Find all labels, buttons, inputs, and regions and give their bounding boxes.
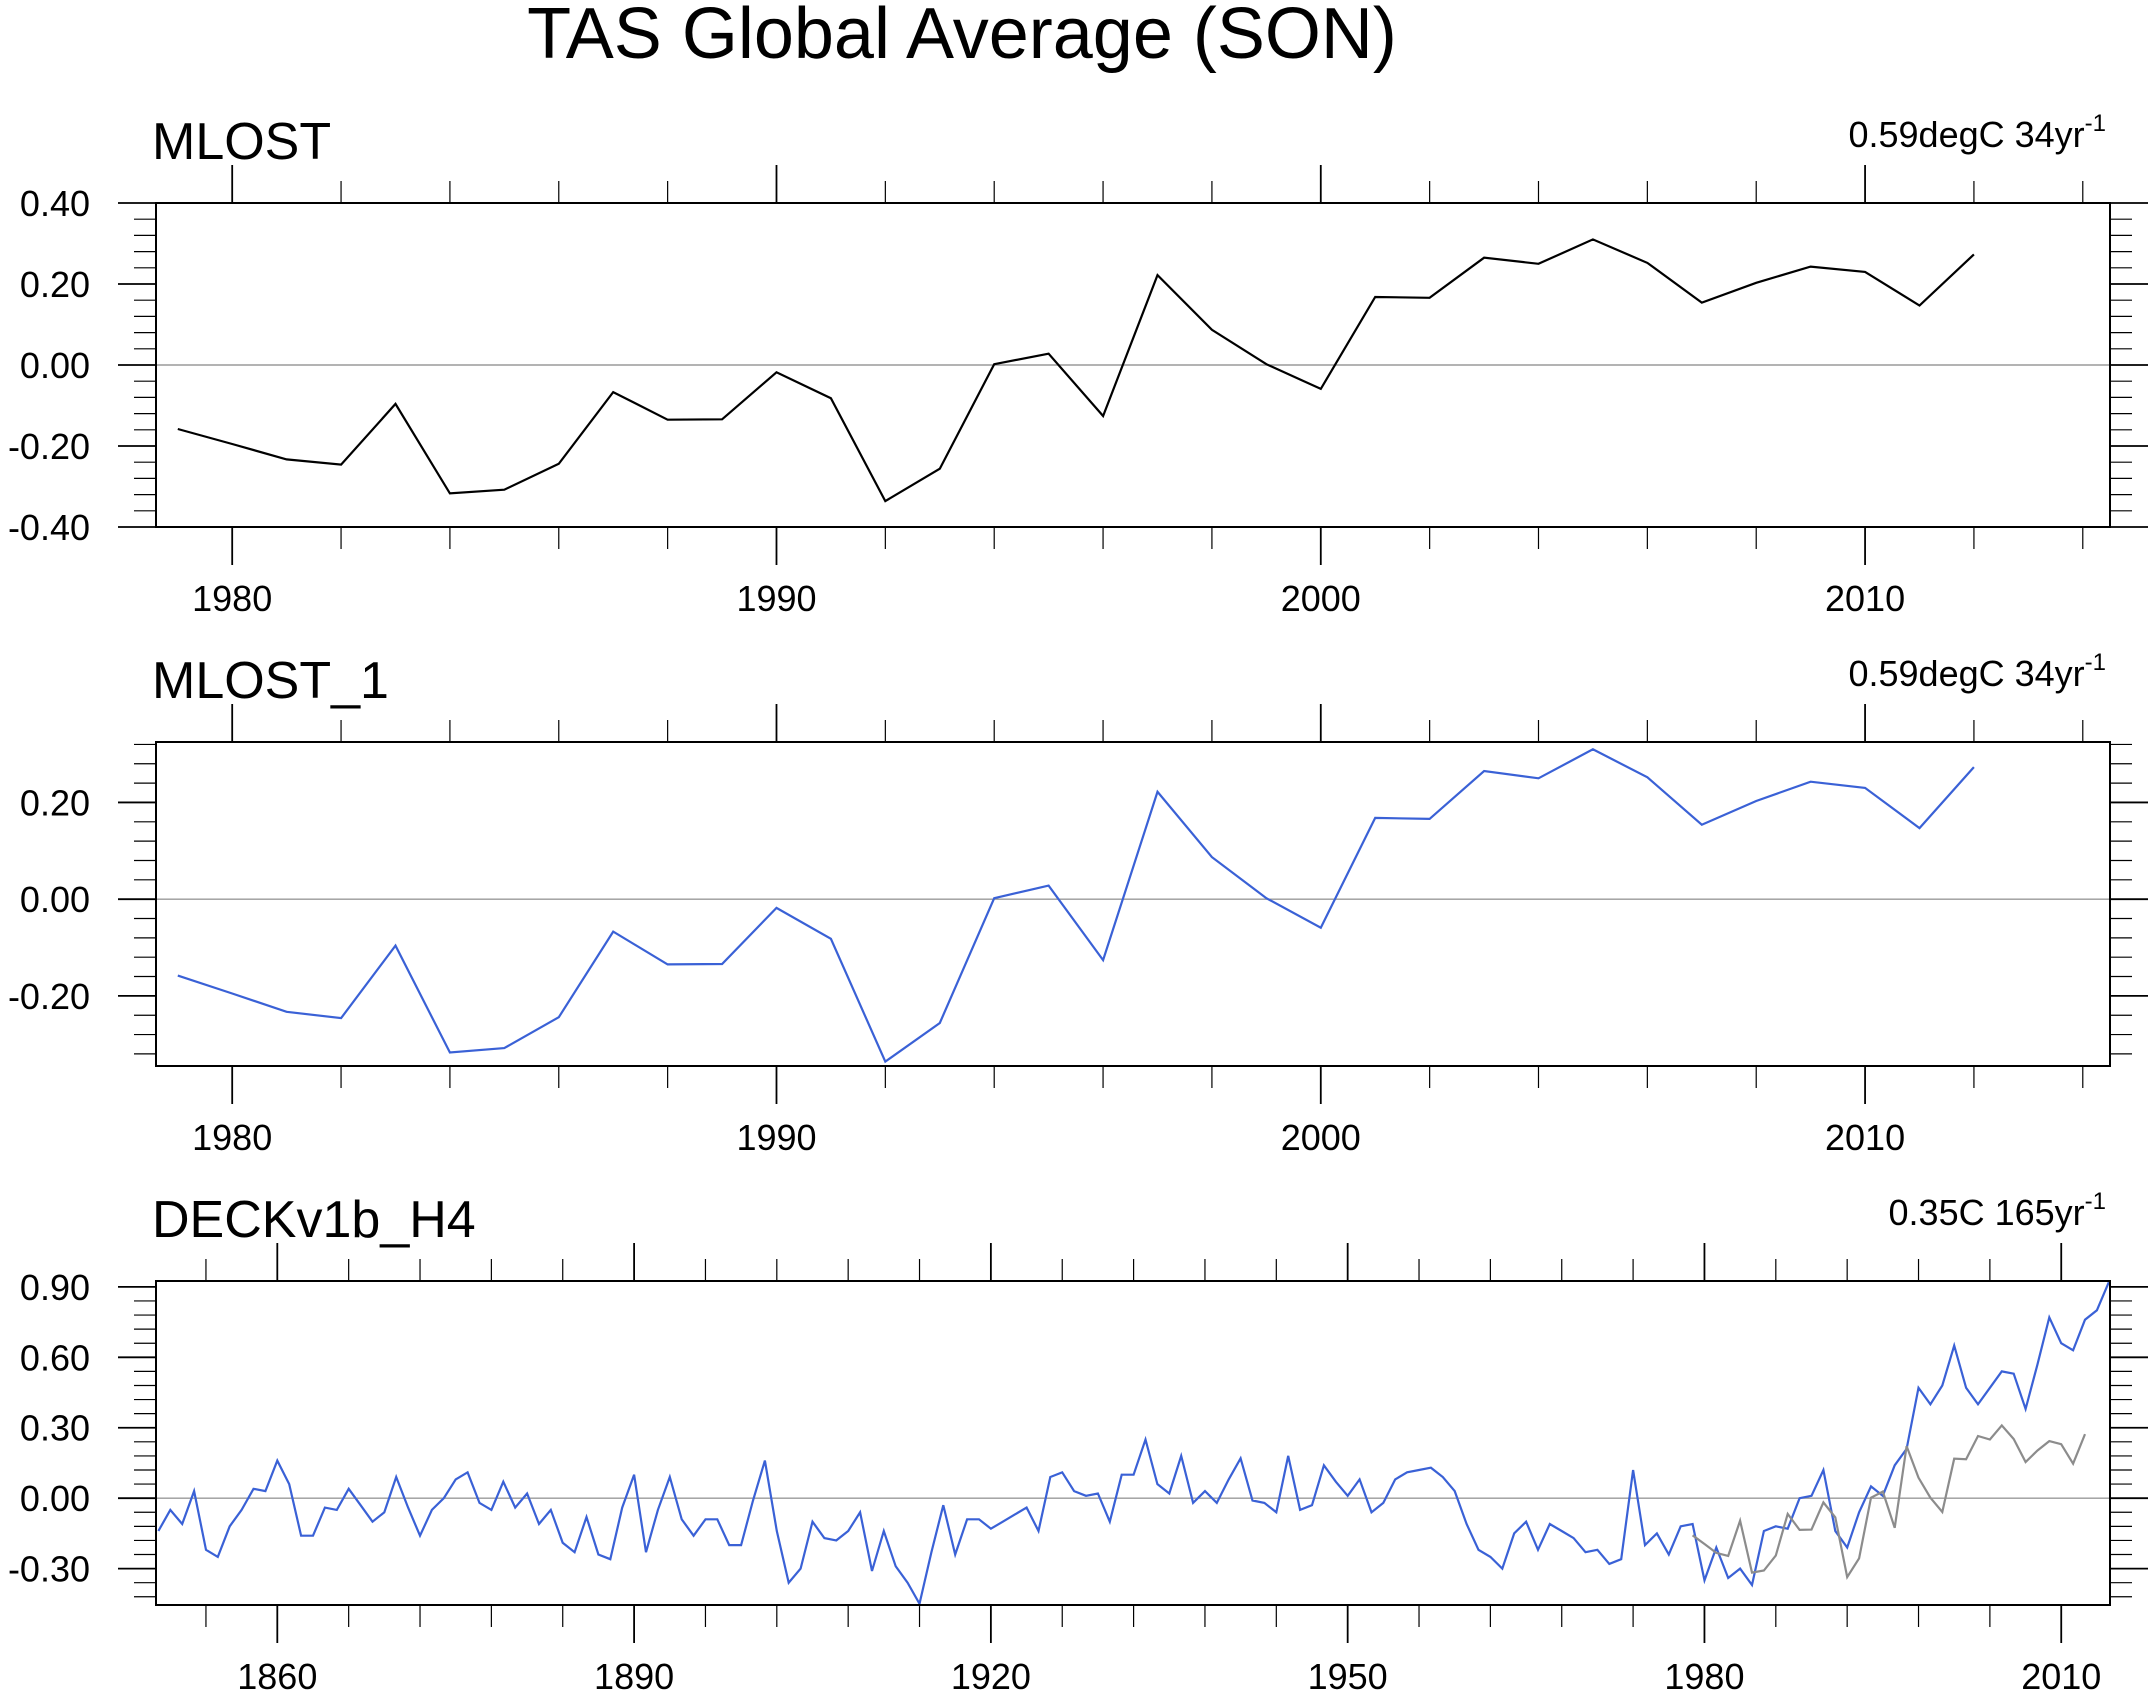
x-tick-label: 1990 <box>736 578 816 619</box>
x-tick-label: 2000 <box>1281 1117 1361 1158</box>
y-tick-label: 0.90 <box>20 1267 90 1308</box>
y-tick-label: 0.20 <box>20 264 90 305</box>
series-line-mlost <box>177 238 1975 503</box>
series-line-deckv1b-h4 <box>157 1281 2110 1607</box>
trend-annotation: 0.35C 165yr-1 <box>1889 1188 2106 1233</box>
y-tick-label: -0.40 <box>8 507 90 548</box>
series-line-mlost-1 <box>177 748 1975 1064</box>
panel-2: MLOST_1 0.59degC 34yr-1 0.20 0.00 -0.20 1980 1… <box>8 649 2148 1158</box>
trend-annotation: 0.59degC 34yr-1 <box>1848 649 2106 694</box>
panel-title: MLOST_1 <box>152 652 389 710</box>
x-tick-label: 1890 <box>594 1656 674 1697</box>
y-tick-label: 0.20 <box>20 782 90 823</box>
trend-exponent: -1 <box>2085 110 2106 137</box>
figure-title: TAS Global Average (SON) <box>527 0 1397 74</box>
y-tick-label: 0.00 <box>20 345 90 386</box>
x-tick-label: 1950 <box>1308 1656 1388 1697</box>
y-tick-label: 0.30 <box>20 1408 90 1449</box>
panel-1: MLOST 0.59degC 34yr-1 0.40 0.20 0.00 -0.20 -0.… <box>8 110 2148 619</box>
trend-exponent: -1 <box>2085 649 2106 676</box>
trend-text: 0.59degC 34yr <box>1848 114 2084 155</box>
x-tick-label: 1980 <box>192 578 272 619</box>
trend-text: 0.35C 165yr <box>1889 1192 2085 1233</box>
x-tick-label: 2010 <box>1825 578 1905 619</box>
plot-frame <box>155 741 2111 1067</box>
panel-title: MLOST <box>152 113 331 171</box>
x-tick-label: 1980 <box>192 1117 272 1158</box>
y-tick-label: 0.00 <box>20 1478 90 1519</box>
x-tick-label: 2000 <box>1281 578 1361 619</box>
plot-frame <box>155 1280 2111 1606</box>
y-tick-label: 0.60 <box>20 1337 90 1378</box>
x-tick-label: 2010 <box>2021 1656 2101 1697</box>
trend-exponent: -1 <box>2085 1188 2106 1215</box>
plot-frame <box>155 202 2111 528</box>
x-tick-label: 2010 <box>1825 1117 1905 1158</box>
y-tick-label: -0.30 <box>8 1549 90 1590</box>
trend-text: 0.59degC 34yr <box>1848 653 2084 694</box>
panel-3: DECKv1b_H4 0.35C 165yr-1 0.90 0.60 0.30 0.00 -… <box>8 1188 2148 1697</box>
x-tick-label: 1920 <box>951 1656 1031 1697</box>
x-tick-label: 1860 <box>237 1656 317 1697</box>
series-line-mlost <box>1691 1423 2087 1581</box>
y-tick-label: -0.20 <box>8 976 90 1017</box>
panels: MLOST 0.59degC 34yr-10.400.200.00-0.20-0.… <box>8 110 2148 1697</box>
x-tick-label: 1990 <box>736 1117 816 1158</box>
panel-title: DECKv1b_H4 <box>152 1191 476 1249</box>
trend-annotation: 0.59degC 34yr-1 <box>1848 110 2106 155</box>
y-tick-label: 0.00 <box>20 879 90 920</box>
y-tick-label: 0.40 <box>20 183 90 224</box>
y-tick-label: -0.20 <box>8 426 90 467</box>
x-tick-label: 1980 <box>1664 1656 1744 1697</box>
